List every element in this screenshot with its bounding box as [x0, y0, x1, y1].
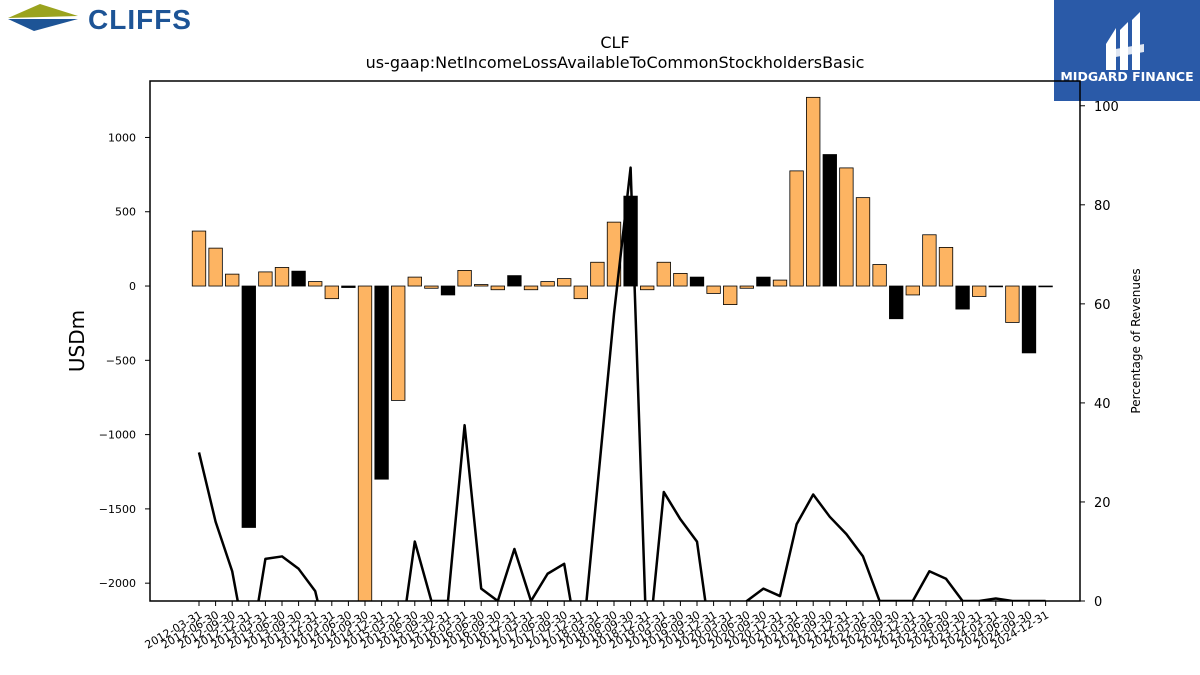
bar-2016-06-30: [474, 284, 489, 287]
y-tick-label: −2000: [99, 577, 136, 590]
cliffs-logo: CLIFFS: [8, 4, 192, 35]
bar-2021-06-30: [806, 96, 821, 287]
y2-axis-label: Percentage of Revenues: [1129, 268, 1143, 413]
bar-2017-06-30: [540, 281, 555, 287]
bar-2024-09-30: [1021, 285, 1037, 354]
bar-2015-09-30: [424, 285, 439, 289]
percentage-line: [197, 166, 1046, 601]
bar-2017-03-31: [523, 285, 539, 291]
bar-2018-03-31: [590, 261, 605, 287]
y2-tick-label: 60: [1094, 298, 1111, 313]
bar-2022-06-30: [872, 264, 887, 287]
bar-2016-12-31: [507, 275, 522, 287]
y-tick-label: −1000: [99, 429, 136, 442]
bar-2023-09-30: [955, 285, 970, 310]
bar-2020-09-30: [756, 276, 771, 287]
bar-2014-12-31: [374, 285, 389, 480]
bar-2019-09-30: [689, 276, 705, 287]
bar-2014-09-30: [357, 285, 373, 601]
bar-2016-09-30: [490, 285, 505, 291]
bar-2017-12-31: [573, 285, 588, 300]
chart-title: CLF: [600, 33, 629, 52]
midgard-finance-logo: MIDGARD FINANCE: [1054, 0, 1200, 101]
chart-subtitle: us-gaap:NetIncomeLossAvailableToCommonSt…: [366, 53, 865, 72]
bar-2012-09-30: [225, 273, 240, 287]
bar-2020-06-30: [739, 285, 754, 289]
bar-2012-03-31: [191, 230, 207, 287]
y2-axis: 0 20 40 60 80 100: [1080, 100, 1119, 610]
y-axis: −2000 −1500 −1000 −500 0 500 1000: [99, 131, 150, 590]
y-tick-label: 0: [129, 280, 136, 293]
cliffs-logo-mark: [8, 4, 78, 31]
bar-2014-06-30: [341, 285, 356, 288]
bar-series: [191, 96, 1053, 601]
y2-tick-label: 40: [1094, 397, 1111, 412]
y-tick-label: −500: [106, 354, 136, 367]
bar-2024-06-30: [1005, 285, 1020, 323]
cliffs-logo-text: CLIFFS: [88, 4, 192, 35]
bar-2013-06-30: [274, 267, 290, 287]
bar-2023-03-31: [922, 234, 937, 287]
bar-2022-09-30: [889, 285, 904, 320]
bar-2023-06-30: [938, 246, 954, 287]
bar-2021-12-31: [839, 167, 854, 287]
bar-2012-06-30: [208, 247, 223, 287]
y2-tick-label: 0: [1094, 595, 1102, 610]
plot-frame: [149, 80, 1081, 602]
y2-tick-label: 20: [1094, 496, 1111, 511]
x-axis: 2012-03-312012-06-302012-09-302012-12-31…: [143, 601, 1051, 652]
bar-2024-03-31: [988, 285, 1003, 288]
bar-2014-03-31: [324, 285, 339, 300]
bar-2016-03-31: [457, 270, 472, 287]
y2-tick-label: 80: [1094, 199, 1111, 214]
bar-2023-12-31: [972, 285, 987, 297]
bar-2024-12-31: [1038, 285, 1053, 288]
y2-tick-label: 100: [1094, 100, 1119, 115]
bar-2012-12-31: [241, 285, 256, 528]
bar-2021-09-30: [822, 154, 837, 287]
y-axis-label: USDm: [65, 310, 89, 372]
bar-2013-03-31: [258, 271, 273, 287]
bar-2020-12-31: [772, 279, 788, 287]
bar-2015-12-31: [440, 285, 456, 296]
y-tick-label: 500: [115, 206, 136, 219]
y-tick-label: 1000: [108, 131, 136, 144]
bar-2013-12-31: [308, 281, 323, 287]
bar-2017-09-30: [557, 278, 572, 287]
y-tick-label: −1500: [99, 503, 136, 516]
bar-2020-03-31: [723, 285, 738, 305]
midgard-logo-mark: [1106, 12, 1144, 70]
bar-2019-12-31: [706, 285, 721, 294]
bar-2019-06-30: [673, 272, 688, 287]
bar-2022-03-31: [855, 197, 871, 287]
line-series: [197, 166, 1046, 601]
bar-2018-12-31: [640, 285, 655, 291]
bar-2022-12-31: [905, 285, 920, 296]
bar-2013-09-30: [291, 270, 306, 287]
bar-2021-03-31: [789, 170, 804, 287]
midgard-logo-text: MIDGARD FINANCE: [1060, 69, 1193, 84]
bar-2019-03-31: [656, 261, 671, 287]
bar-2015-03-31: [391, 285, 406, 401]
bar-2015-06-30: [407, 276, 422, 287]
